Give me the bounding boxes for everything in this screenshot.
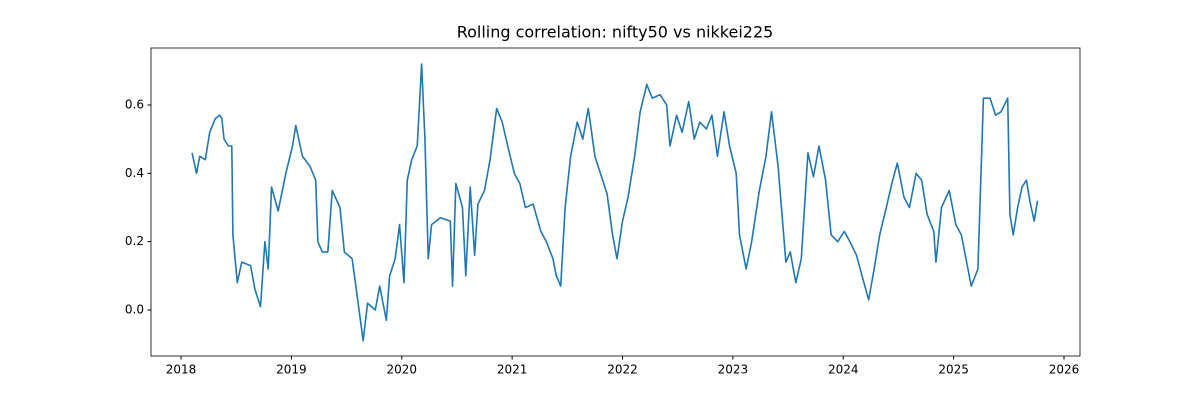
x-tick-label: 2021: [497, 363, 528, 377]
x-tick-label: 2025: [938, 363, 969, 377]
x-tick-label: 2024: [828, 363, 859, 377]
x-tick-label: 2020: [386, 363, 417, 377]
chart-title: Rolling correlation: nifty50 vs nikkei22…: [457, 23, 774, 42]
x-tick-label: 2019: [276, 363, 307, 377]
y-tick-label: 0.6: [125, 97, 144, 111]
x-tick-label: 2023: [718, 363, 749, 377]
x-tick-label: 2026: [1049, 363, 1080, 377]
line-series: [191, 63, 1039, 342]
plot-frame: [150, 47, 1081, 357]
y-tick-label: 0.2: [125, 234, 144, 248]
y-tick-label: 0.0: [125, 303, 144, 317]
x-tick-label: 2022: [607, 363, 638, 377]
x-tick-label: 2018: [166, 363, 197, 377]
y-tick-label: 0.4: [125, 166, 144, 180]
